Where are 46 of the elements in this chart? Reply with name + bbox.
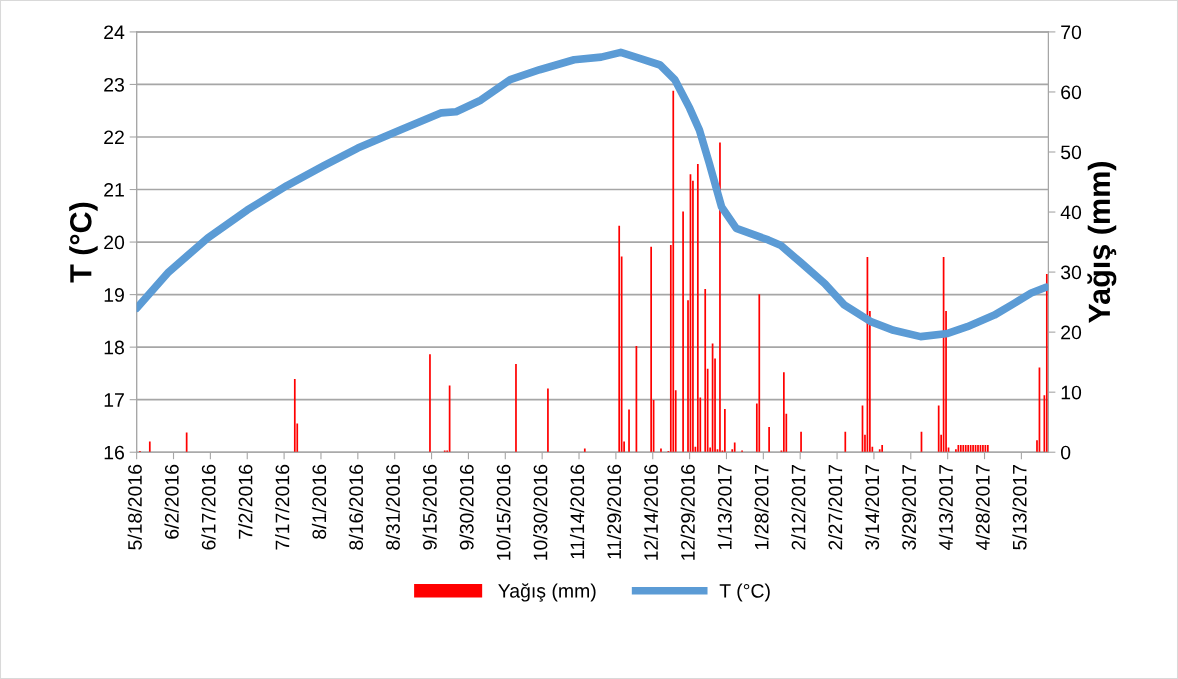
y-tick-label: 21 — [104, 182, 124, 197]
y2-tick-label: 70 — [1061, 25, 1082, 40]
y2-tick-label: 50 — [1061, 145, 1082, 160]
x-tick-label: 8/16/2016 — [348, 464, 364, 550]
y2-tick-label: 0 — [1060, 445, 1071, 460]
y-tick-label: 16 — [104, 445, 124, 460]
y-tick-label: 19 — [104, 288, 124, 302]
x-tick-label: 1/13/2017 — [717, 464, 732, 550]
y2-tick-label: 20 — [1061, 325, 1082, 340]
y-tick-label: 17 — [104, 393, 124, 407]
x-tick-label: 6/17/2016 — [201, 464, 216, 550]
x-tick-label: 4/28/2017 — [975, 464, 990, 551]
x-tick-label: 1/28/2017 — [754, 464, 769, 550]
x-tick-label: 2/12/2017 — [791, 464, 806, 550]
x-tick-label: 3/14/2017 — [864, 464, 880, 550]
x-tick-label: 3/29/2017 — [901, 464, 917, 550]
x-tick-label: 12/14/2016 — [643, 464, 658, 560]
x-tick-label: 8/31/2016 — [385, 464, 400, 550]
y2-tick-label: 30 — [1060, 265, 1082, 280]
y-tick-label: 20 — [104, 235, 125, 250]
y-tick-label: 22 — [104, 130, 124, 145]
x-tick-label: 6/2/2016 — [164, 464, 179, 539]
x-tick-label: 10/30/2016 — [533, 464, 548, 560]
y2-tick-label: 60 — [1061, 85, 1082, 100]
y2-axis-title: Yağış (mm) — [1087, 162, 1117, 324]
x-tick-label: 5/18/2016 — [127, 464, 142, 550]
x-tick-label: 8/1/2016 — [311, 464, 327, 539]
y-tick-label: 23 — [104, 77, 124, 92]
x-tick-label: 11/29/2016 — [606, 464, 622, 559]
legend-label: Yağış (mm) — [498, 583, 596, 602]
x-tick-label: 12/29/2016 — [680, 464, 695, 560]
y-tick-label: 24 — [104, 25, 125, 39]
legend-label: T (°C) — [719, 583, 770, 602]
y2-tick-label: 10 — [1061, 385, 1082, 400]
x-tick-label: 9/30/2016 — [459, 464, 474, 550]
x-tick-label: 7/2/2016 — [238, 464, 253, 539]
x-tick-label: 11/14/2016 — [569, 464, 585, 559]
x-tick-label: 2/27/2017 — [828, 464, 843, 550]
x-tick-label: 5/13/2017 — [1012, 464, 1027, 550]
y-tick-label: 18 — [104, 340, 124, 355]
x-tick-label: 4/13/2017 — [938, 464, 953, 551]
y-axis-title: T (°C) — [69, 202, 98, 283]
x-tick-label: 7/17/2016 — [275, 464, 290, 550]
x-tick-label: 9/15/2016 — [422, 464, 437, 550]
y2-tick-label: 40 — [1060, 205, 1082, 220]
x-tick-label: 10/15/2016 — [496, 464, 511, 560]
